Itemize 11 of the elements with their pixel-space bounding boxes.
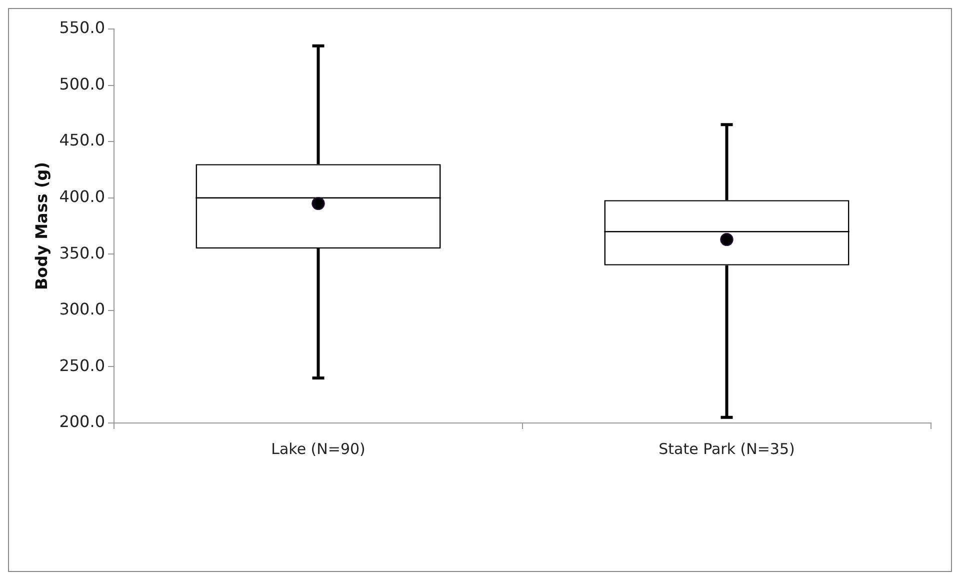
y-tick-label: 500.0 bbox=[59, 74, 106, 94]
y-tick-label: 450.0 bbox=[59, 130, 106, 150]
y-tick-label: 300.0 bbox=[59, 300, 106, 319]
y-tick-label: 350.0 bbox=[59, 243, 106, 262]
y-tick-label: 200.0 bbox=[59, 412, 106, 432]
y-axis-title: Body Mass (g) bbox=[32, 162, 51, 290]
y-tick-label: 250.0 bbox=[59, 356, 106, 375]
x-tick-label: Lake (N=90) bbox=[271, 440, 366, 458]
y-tick-label: 400.0 bbox=[59, 187, 106, 206]
x-tick-label: State Park (N=35) bbox=[658, 440, 795, 458]
y-tick-label: 550.0 bbox=[59, 18, 106, 38]
